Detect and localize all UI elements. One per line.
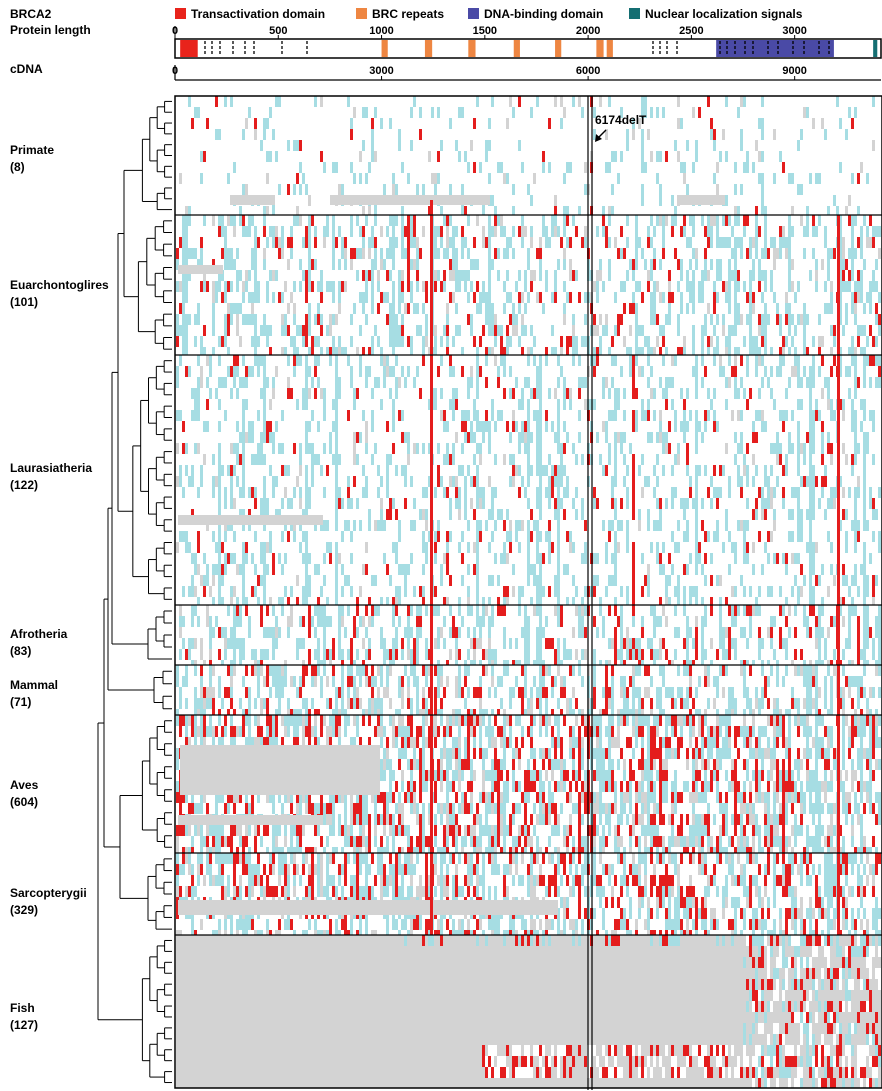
protein-domain — [716, 40, 834, 57]
cdna-tick-label: 0 — [172, 65, 178, 77]
protein-domain — [468, 40, 476, 57]
cdna-tick-label: 3000 — [369, 65, 393, 77]
gene-title: BRCA2 — [10, 7, 52, 21]
cdna-tick-label: 9000 — [782, 65, 806, 77]
missing-block — [178, 265, 223, 274]
protein-domain — [873, 40, 878, 57]
protein-tick-label: 3000 — [782, 25, 806, 37]
protein-tick-label: 2000 — [576, 25, 600, 37]
cdna-axis: 0 3000 6000 9000 — [172, 65, 881, 81]
mutation-annotation: 6174delT — [595, 113, 647, 142]
clade-count-laurasiatheria: (122) — [10, 478, 38, 492]
deleterious-column — [430, 200, 433, 935]
clade-count-primate: (8) — [10, 160, 25, 174]
clade-count-aves: (604) — [10, 795, 38, 809]
clade-name-fish: Fish — [10, 1001, 35, 1015]
clade-name-aves: Aves — [10, 778, 39, 792]
clade-count-afrotheria: (83) — [10, 644, 31, 658]
cdna-tick-label: 6000 — [576, 65, 600, 77]
protein-domain — [424, 40, 433, 57]
clade-name-sarcopterygii: Sarcopterygii — [10, 886, 87, 900]
mutation-arrowhead — [595, 134, 602, 142]
protein-bar — [174, 38, 882, 59]
protein-tick-label: 1500 — [473, 25, 497, 37]
variant-heatmap — [174, 95, 882, 1090]
legend-swatch-dna-binding — [468, 8, 479, 19]
clade-name-euarchontoglires: Euarchontoglires — [10, 278, 109, 292]
legend-swatch-nls — [629, 8, 640, 19]
protein-domain — [606, 40, 613, 57]
legend-label-nls: Nuclear localization signals — [645, 7, 803, 21]
protein-domain — [555, 40, 562, 57]
cdna-label: cDNA — [10, 62, 43, 76]
legend: Transactivation domain BRC repeats DNA-b… — [175, 7, 803, 21]
protein-tick-label: 2500 — [679, 25, 703, 37]
clade-name-primate: Primate — [10, 143, 54, 157]
protein-domain — [381, 40, 388, 57]
protein-tick-label: 500 — [269, 25, 287, 37]
mutation-label: 6174delT — [595, 113, 647, 127]
clade-count-sarcopterygii: (329) — [10, 903, 38, 917]
legend-swatch-transactivation — [175, 8, 186, 19]
protein-length-label: Protein length — [10, 23, 91, 37]
mutation-arrow — [597, 129, 607, 139]
clade-name-laurasiatheria: Laurasiatheria — [10, 461, 92, 475]
clade-labels: Primate (8) Euarchontoglires (101) Laura… — [10, 143, 109, 1032]
legend-swatch-brc — [356, 8, 367, 19]
protein-tick-label: 1000 — [369, 25, 393, 37]
missing-block — [180, 745, 380, 795]
missing-block — [178, 815, 323, 825]
clade-count-mammal: (71) — [10, 695, 31, 709]
clade-name-afrotheria: Afrotheria — [10, 627, 68, 641]
legend-label-brc: BRC repeats — [372, 7, 444, 21]
clade-count-euarchontoglires: (101) — [10, 295, 38, 309]
legend-label-transactivation: Transactivation domain — [191, 7, 325, 21]
protein-domain — [513, 40, 520, 57]
phylogenetic-tree — [97, 100, 172, 1084]
missing-block — [230, 195, 275, 205]
protein-domain — [180, 40, 198, 57]
protein-tick-label: 0 — [172, 25, 178, 37]
missing-block — [178, 900, 558, 915]
missing-block — [330, 195, 490, 205]
legend-label-dna-binding: DNA-binding domain — [484, 7, 603, 21]
clade-name-mammal: Mammal — [10, 678, 58, 692]
deleterious-column — [837, 215, 840, 935]
protein-axis: 0 500 1000 1500 2000 2500 3000 — [172, 25, 882, 59]
protein-domain — [596, 40, 604, 57]
clade-count-fish: (127) — [10, 1018, 38, 1032]
missing-block — [178, 515, 323, 525]
missing-block — [680, 195, 725, 205]
